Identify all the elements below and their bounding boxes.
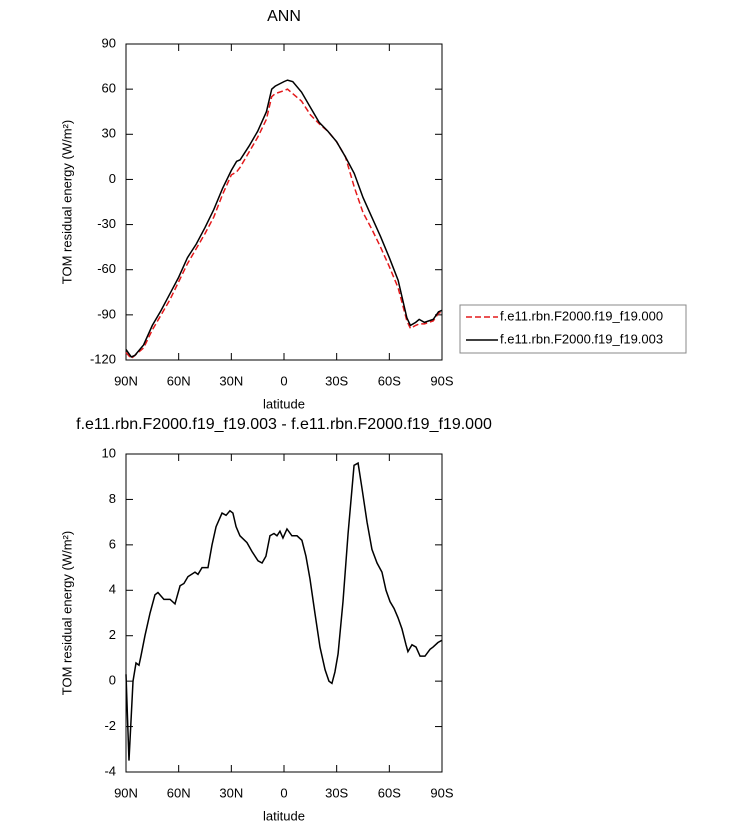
x-tick-label: 30N [219,373,243,388]
legend-box [459,304,687,354]
x-tick-label: 0 [280,785,287,800]
x-tick-label: 90S [430,373,453,388]
y-tick-label: 10 [102,445,116,460]
data-line [125,88,443,360]
plot-frame [125,453,443,773]
y-tick-label: 6 [109,536,116,551]
y-tick-label: 4 [109,582,116,597]
x-tick-label: 30N [219,785,243,800]
y-tick-label: -60 [97,261,116,276]
y-tick-label: 8 [109,491,116,506]
x-tick-label: 60S [378,785,401,800]
x-tick-label: 60N [167,373,191,388]
x-tick-label: 30S [325,373,348,388]
chart-title: ANN [267,8,301,25]
x-tick-label: 60N [167,785,191,800]
y-axis-label: TOM residual energy (W/m²) [59,120,74,284]
x-tick-label: 0 [280,373,287,388]
x-tick-label: 90N [114,785,138,800]
y-tick-label: 0 [109,673,116,688]
y-tick-label: -120 [90,351,116,366]
y-tick-label: -30 [97,216,116,231]
x-tick-label: 90S [430,785,453,800]
y-tick-label: 60 [102,81,116,96]
y-tick-label: -2 [104,718,116,733]
y-tick-label: 0 [109,171,116,186]
x-axis-label: latitude [263,396,305,411]
x-axis-label: latitude [263,808,305,823]
legend-label: f.e11.rbn.F2000.f19_f19.000 [500,308,663,323]
x-tick-label: 60S [378,373,401,388]
legend-label: f.e11.rbn.F2000.f19_f19.003 [500,331,663,346]
plot-frame [125,43,443,361]
y-tick-label: 90 [102,35,116,50]
y-axis-label: TOM residual energy (W/m²) [59,531,74,695]
y-tick-label: 30 [102,126,116,141]
x-tick-label: 30S [325,785,348,800]
data-line [125,79,443,358]
y-tick-label: 2 [109,627,116,642]
x-tick-label: 90N [114,373,138,388]
y-tick-label: -4 [104,763,116,778]
y-tick-label: -90 [97,306,116,321]
data-line [125,461,443,761]
chart-title: f.e11.rbn.F2000.f19_f19.003 - f.e11.rbn.… [76,416,492,433]
